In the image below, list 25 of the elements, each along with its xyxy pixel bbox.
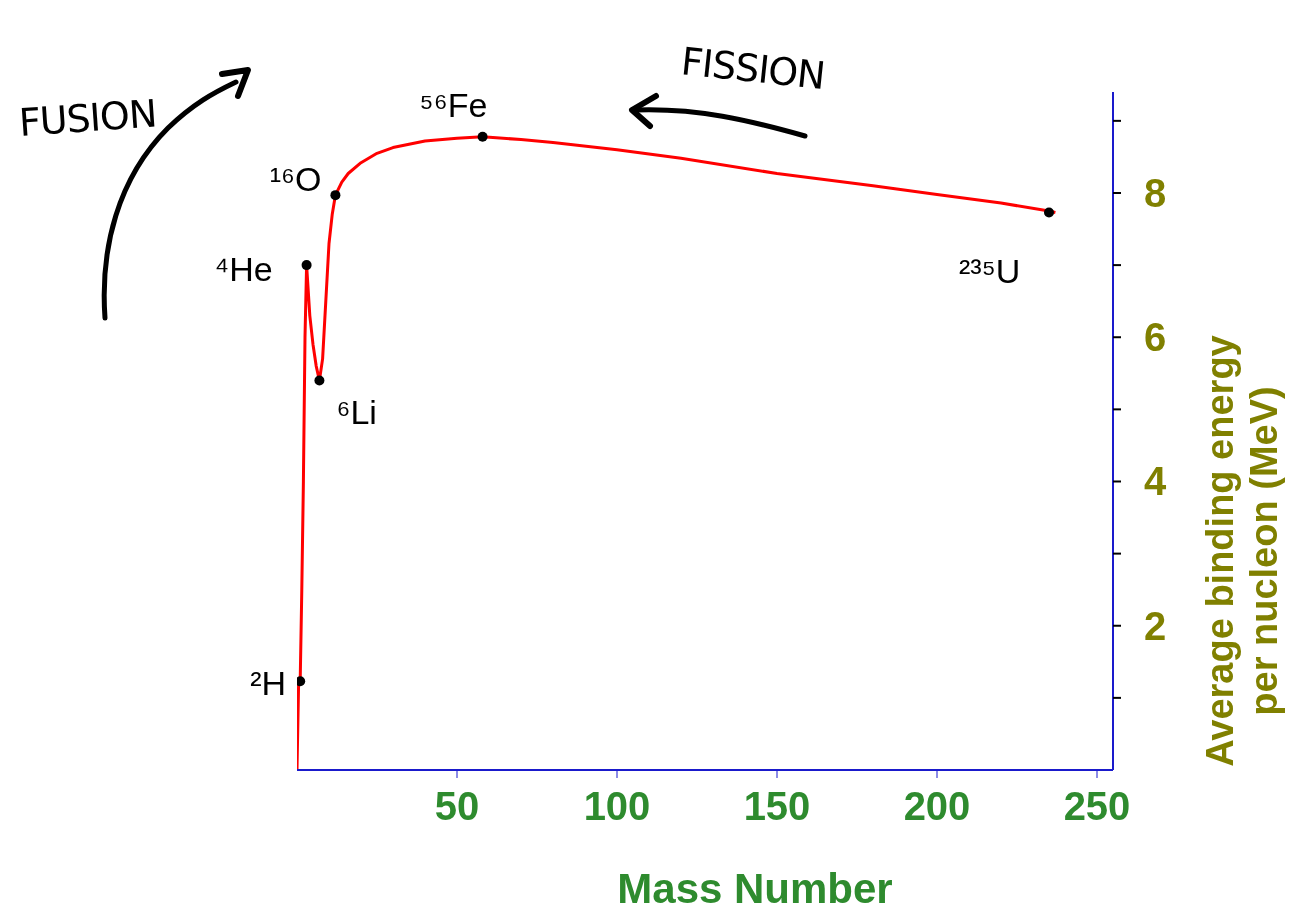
x-tick-label: 100 (583, 784, 651, 828)
x-tick-label: 200 (903, 784, 971, 828)
y-tick-label: 4 (1143, 459, 1167, 504)
annotation: ⁴He (214, 250, 273, 289)
point (314, 375, 325, 386)
text: FUSION (17, 91, 158, 145)
x-tick-label: 250 (1063, 784, 1131, 828)
annotation: FISSION (679, 39, 827, 98)
y-tick-label: 8 (1143, 170, 1167, 215)
point (1044, 207, 1054, 218)
x-tick-label: 50 (434, 784, 480, 828)
annotation: ¹⁶O (269, 160, 322, 199)
y-tick-label: 6 (1143, 315, 1167, 360)
annotation: ²³⁵U (959, 252, 1021, 291)
point (301, 260, 312, 271)
y-tick-label: 2 (1143, 603, 1167, 648)
point (330, 190, 341, 201)
y-axis-title: Average binding energy per nucleon (MeV) (1199, 335, 1285, 767)
point (297, 676, 306, 687)
x-axis-title: Mass Number (617, 865, 893, 912)
x-tick-label: 150 (743, 784, 811, 828)
annotation: ²H (250, 664, 287, 703)
annotation: ⁵⁶Fe (419, 85, 488, 124)
annotation: ⁶Li (336, 392, 377, 431)
point (477, 131, 488, 142)
